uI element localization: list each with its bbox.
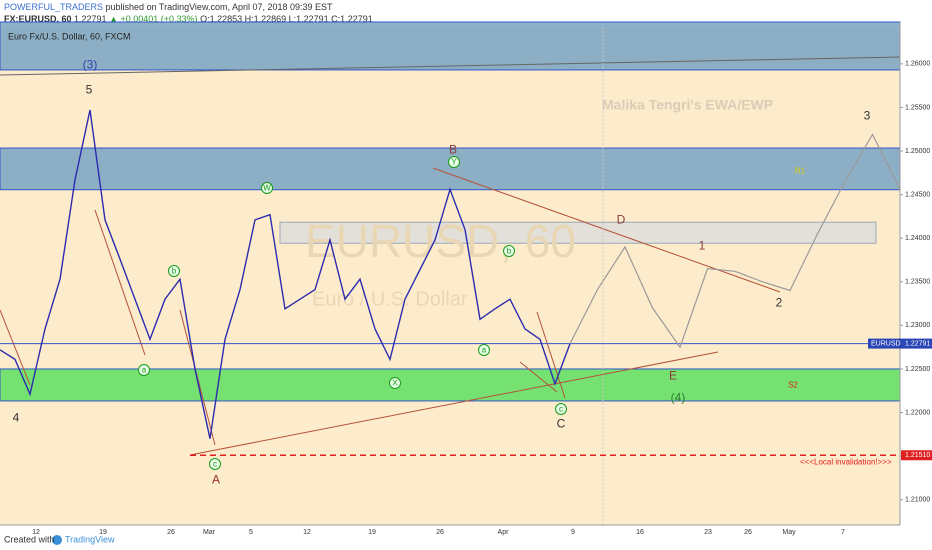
watermark-sub: Euro / U.S. Dollar — [312, 288, 468, 310]
x-tick-label: 19 — [99, 529, 107, 536]
invalidation-badge-value: 1.21510 — [905, 452, 930, 459]
x-tick-label: 19 — [368, 529, 376, 536]
x-tick-label: 12 — [32, 529, 40, 536]
x-tick-label: 12 — [303, 529, 311, 536]
wave-label: b — [507, 247, 512, 256]
x-tick-label: Apr — [498, 529, 510, 536]
y-tick-label: 1.22000 — [905, 409, 930, 416]
ticker-line: FX:EURUSD, 60 1.22791 ▲ +0.00401 (+0.33%… — [4, 14, 373, 24]
wave-label: W — [263, 184, 271, 193]
wave-label: C — [557, 417, 566, 431]
y-tick-label: 1.23500 — [905, 279, 930, 286]
price-badge — [868, 338, 932, 349]
last: 1.22791 — [74, 14, 107, 24]
wave-circle — [261, 182, 273, 194]
wave-label: X — [392, 379, 398, 388]
wave-label: (3) — [83, 58, 98, 72]
y-tick-label: 1.26000 — [905, 61, 930, 68]
footer-created: Created with — [4, 534, 55, 544]
trend-line — [0, 56, 901, 76]
zone — [279, 221, 877, 244]
wave-circle — [138, 364, 150, 376]
price-line — [569, 133, 901, 349]
wave-circle — [555, 403, 567, 415]
plot-bg — [0, 27, 900, 525]
wave-label: 1 — [699, 239, 706, 253]
y-tick-label: 1.24500 — [905, 191, 930, 198]
wave-label: S2 — [788, 381, 798, 390]
zone — [0, 368, 901, 402]
wave-label: c — [559, 405, 563, 414]
wave-circle — [503, 245, 515, 257]
chart-title: Euro Fx/U.S. Dollar, 60, FXCM — [8, 31, 131, 41]
invalidation-badge — [901, 450, 932, 461]
wave-label: E — [669, 369, 677, 383]
wave-circle — [389, 377, 401, 389]
y-tick-label: 1.24000 — [905, 235, 930, 242]
wave-circle — [448, 156, 460, 168]
footer-brand[interactable]: TradingView — [65, 534, 115, 544]
x-tick-label: May — [782, 529, 796, 536]
header-line: POWERFUL_TRADERS published on TradingVie… — [4, 2, 333, 12]
wave-circle — [478, 344, 490, 356]
trend-line — [0, 309, 31, 386]
trend-line — [189, 351, 719, 456]
wave-label: a — [142, 366, 147, 375]
wave-label: A — [212, 473, 220, 487]
y-tick-label: 1.25500 — [905, 104, 930, 111]
wave-label: B — [449, 143, 457, 157]
logo — [52, 535, 62, 545]
x-tick-label: 26 — [744, 529, 752, 536]
x-tick-label: 9 — [571, 529, 575, 536]
trend-line — [519, 361, 558, 393]
published: published on TradingView.com, April 07, … — [105, 2, 333, 12]
wave-label: D — [617, 213, 626, 227]
wave-circle — [209, 458, 221, 470]
y-tick-label: 1.25000 — [905, 148, 930, 155]
zone — [0, 147, 901, 191]
wave-label: Y — [451, 158, 457, 167]
wave-circle — [168, 265, 180, 277]
price-badge-value: 1.22791 — [905, 340, 930, 347]
invalidation-text: <<<Local invalidation!>>> — [800, 457, 892, 466]
symbol: FX:EURUSD, 60 — [4, 14, 72, 24]
author-note: Malika Tengri's EWA/EWP — [602, 97, 773, 113]
wave-label: 5 — [86, 83, 93, 97]
change: ▲ +0.00401 (+0.33%) — [109, 14, 198, 24]
trend-line — [536, 311, 566, 399]
y-tick-label: 1.23000 — [905, 322, 930, 329]
x-tick-label: 5 — [249, 529, 253, 536]
x-tick-label: 23 — [704, 529, 712, 536]
author[interactable]: POWERFUL_TRADERS — [4, 2, 104, 12]
x-tick-label: 26 — [436, 529, 444, 536]
trend-line — [94, 209, 146, 356]
wave-label: c — [213, 460, 217, 469]
wave-label: b — [172, 267, 177, 276]
wave-label: 3 — [864, 109, 871, 123]
wave-label: R1 — [795, 167, 806, 176]
price-badge-name: EURUSD — [871, 340, 901, 347]
x-tick-label: 16 — [636, 529, 644, 536]
wave-label: a — [482, 346, 487, 355]
ohlc: O:1.22853 H:1.22869 L:1.22791 C:1.22791 — [200, 14, 373, 24]
zone — [0, 21, 901, 71]
price-line — [0, 109, 571, 439]
x-tick-label: Mar — [203, 529, 216, 536]
trend-line — [432, 167, 781, 293]
y-tick-label: 1.22500 — [905, 366, 930, 373]
wave-label: (4) — [671, 391, 686, 405]
wave-label: 2 — [776, 296, 783, 310]
x-tick-label: 7 — [841, 529, 845, 536]
x-tick-label: 26 — [167, 529, 175, 536]
wave-label: 4 — [13, 411, 20, 425]
axis-bg — [900, 22, 932, 530]
y-tick-label: 1.21000 — [905, 497, 930, 504]
